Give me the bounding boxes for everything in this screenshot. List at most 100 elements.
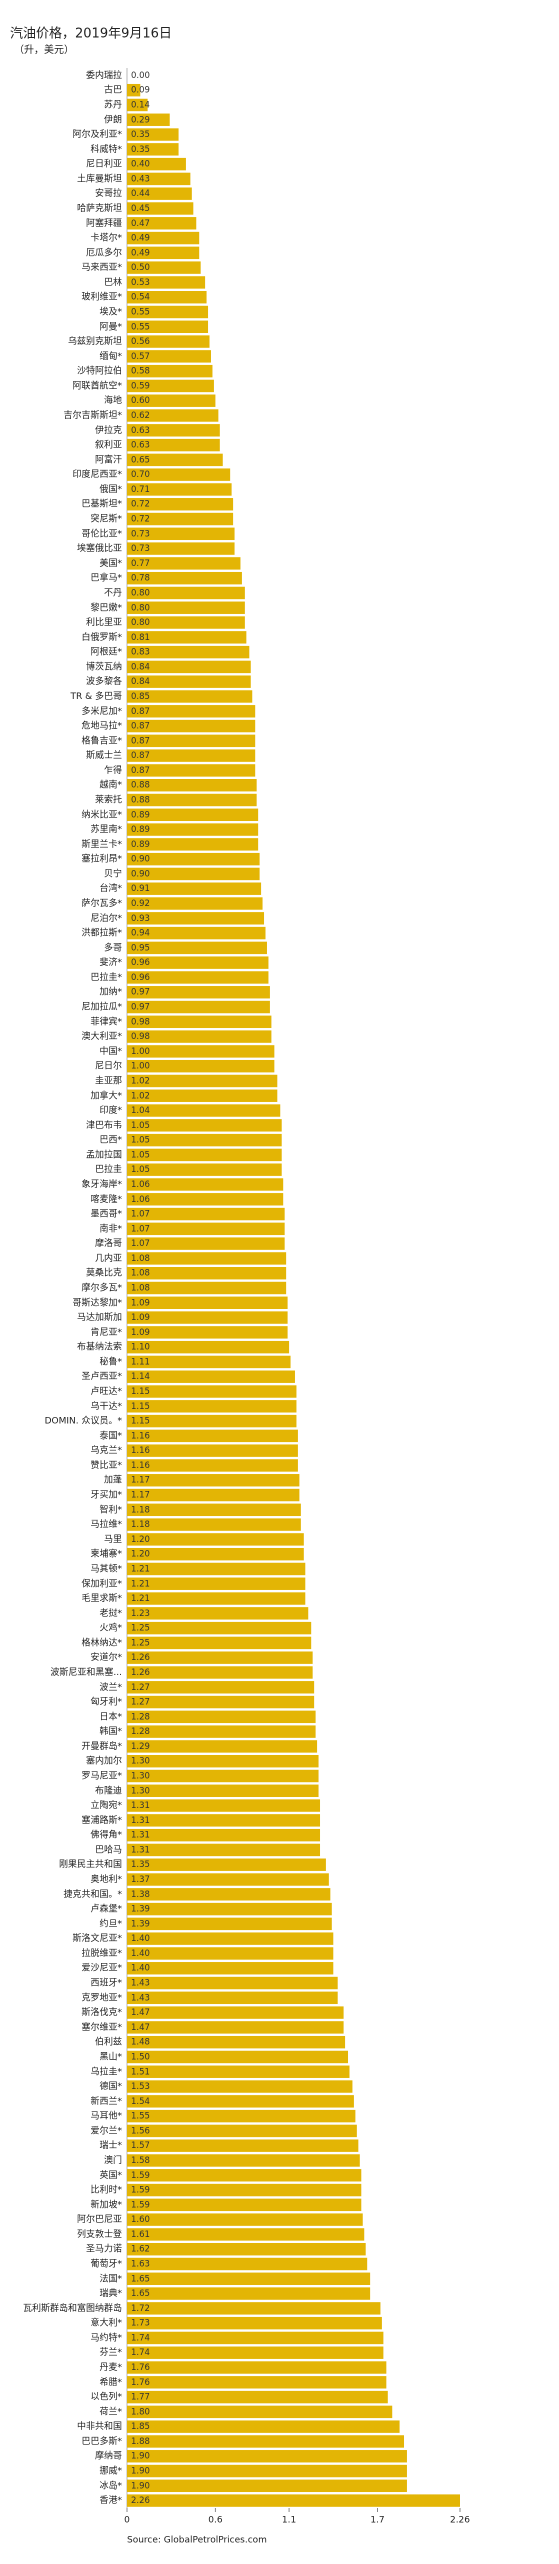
y-tick-label: 阿尔及利亚* [72,128,122,140]
y-tick-label: 白俄罗斯* [81,631,122,643]
bar [127,631,247,644]
value-label: 0.80 [131,603,150,613]
y-tick-label: 马来西亚* [81,262,122,273]
value-label: 1.39 [131,1919,150,1929]
x-tick-label: 2.26 [450,2516,470,2526]
y-tick-label: 危地马拉* [81,720,122,732]
y-tick-label: 阿塞拜疆 [86,217,122,229]
value-label: 1.02 [131,1076,150,1086]
bar [127,1340,290,1354]
y-tick-label: 牙买加* [90,1490,122,1501]
bar [127,1281,287,1295]
y-tick-label: 希腊* [99,2376,122,2388]
value-label: 0.88 [131,781,150,791]
value-label: 1.06 [131,1180,150,1190]
y-tick-label: 苏里南* [90,823,122,835]
value-label: 1.31 [131,1816,150,1826]
value-label: 0.96 [131,973,150,983]
bar [127,2021,344,2034]
bar [127,83,141,97]
y-tick-label: 格林纳达* [81,1636,122,1648]
value-label: 0.80 [131,618,150,628]
bar [127,1015,272,1029]
y-tick-label: 巴拿马* [90,572,122,584]
bar [127,1089,278,1102]
value-label: 0.89 [131,810,150,820]
bar [127,202,194,215]
bar [127,1000,270,1014]
y-tick-label: 阿曼* [99,321,122,332]
bar [127,808,259,821]
value-label: 0.49 [131,234,150,244]
x-tick-label: 0.6 [208,2516,223,2526]
bar [127,2361,387,2374]
y-tick-label: 塞拉利昂* [81,853,122,865]
value-label: 0.92 [131,899,150,909]
value-label: 0.96 [131,958,150,968]
y-tick-label: 柬埔寨* [90,1548,122,1560]
bar [127,1178,284,1191]
bar [127,1991,338,2005]
value-label: 1.05 [131,1165,150,1175]
y-tick-label: 伊朗 [104,113,122,125]
bar [127,2257,368,2271]
value-label: 1.38 [131,1890,150,1900]
bar [127,1193,284,1206]
value-label: 1.18 [131,1520,150,1530]
y-tick-label: 火鸡* [99,1622,122,1634]
bar [127,1133,282,1147]
value-label: 0.77 [131,559,150,569]
x-tick-label: 0 [124,2516,130,2526]
y-tick-label: 埃塞俄比亚 [77,542,122,554]
value-label: 1.21 [131,1579,150,1589]
value-label: 0.97 [131,988,150,998]
value-label: 1.40 [131,1964,150,1974]
y-tick-label: 葡萄牙* [90,2258,122,2270]
value-label: 1.74 [131,2333,150,2343]
value-label: 0.59 [131,381,150,391]
bar [127,1917,332,1931]
bar [127,2346,384,2359]
bar [127,1326,288,1339]
y-tick-label: 缅甸* [99,350,122,362]
bar [127,882,262,895]
y-tick-label: 加蓬 [104,1474,122,1486]
bar [127,527,235,541]
bar [127,1577,306,1590]
y-tick-label: 古巴 [104,84,122,96]
y-tick-label: 博茨瓦纳 [86,660,122,672]
bar [127,2450,407,2463]
y-tick-label: 厄瓜多尔 [86,246,122,258]
bar [127,1385,297,1398]
y-tick-label: 摩纳哥 [95,2450,122,2462]
y-tick-label: 新西兰* [90,2095,122,2107]
bar [127,291,207,304]
value-label: 1.39 [131,1905,150,1915]
y-tick-label: 斐济* [99,956,122,968]
y-tick-label: DOMIN. 众议员。* [45,1416,123,1427]
y-tick-label: 丹麦* [99,2361,122,2373]
value-label: 0.55 [131,308,150,318]
y-tick-label: 突尼斯* [90,513,122,525]
bar [127,571,242,585]
bar [127,645,250,659]
y-tick-label: 利比里亚 [86,616,122,628]
value-label: 1.51 [131,2067,150,2077]
y-tick-label: 瑞士* [99,2139,122,2151]
value-label: 1.15 [131,1387,150,1397]
y-tick-label: 卢森堡* [90,1903,122,1915]
y-tick-label: 巴拉圭 [95,1163,122,1175]
y-tick-label: 秘鲁* [99,1355,122,1367]
value-label: 1.14 [131,1372,150,1382]
y-tick-label: 孟加拉国 [86,1148,122,1160]
bar [127,734,256,748]
value-label: 1.27 [131,1698,150,1708]
value-label: 1.04 [131,1106,150,1116]
value-label: 0.83 [131,648,150,658]
bar [127,2376,387,2389]
y-tick-label: 乌兹别克斯坦 [68,335,122,347]
value-label: 0.09 [131,86,150,96]
value-label: 0.72 [131,515,150,525]
bar [127,2331,384,2345]
